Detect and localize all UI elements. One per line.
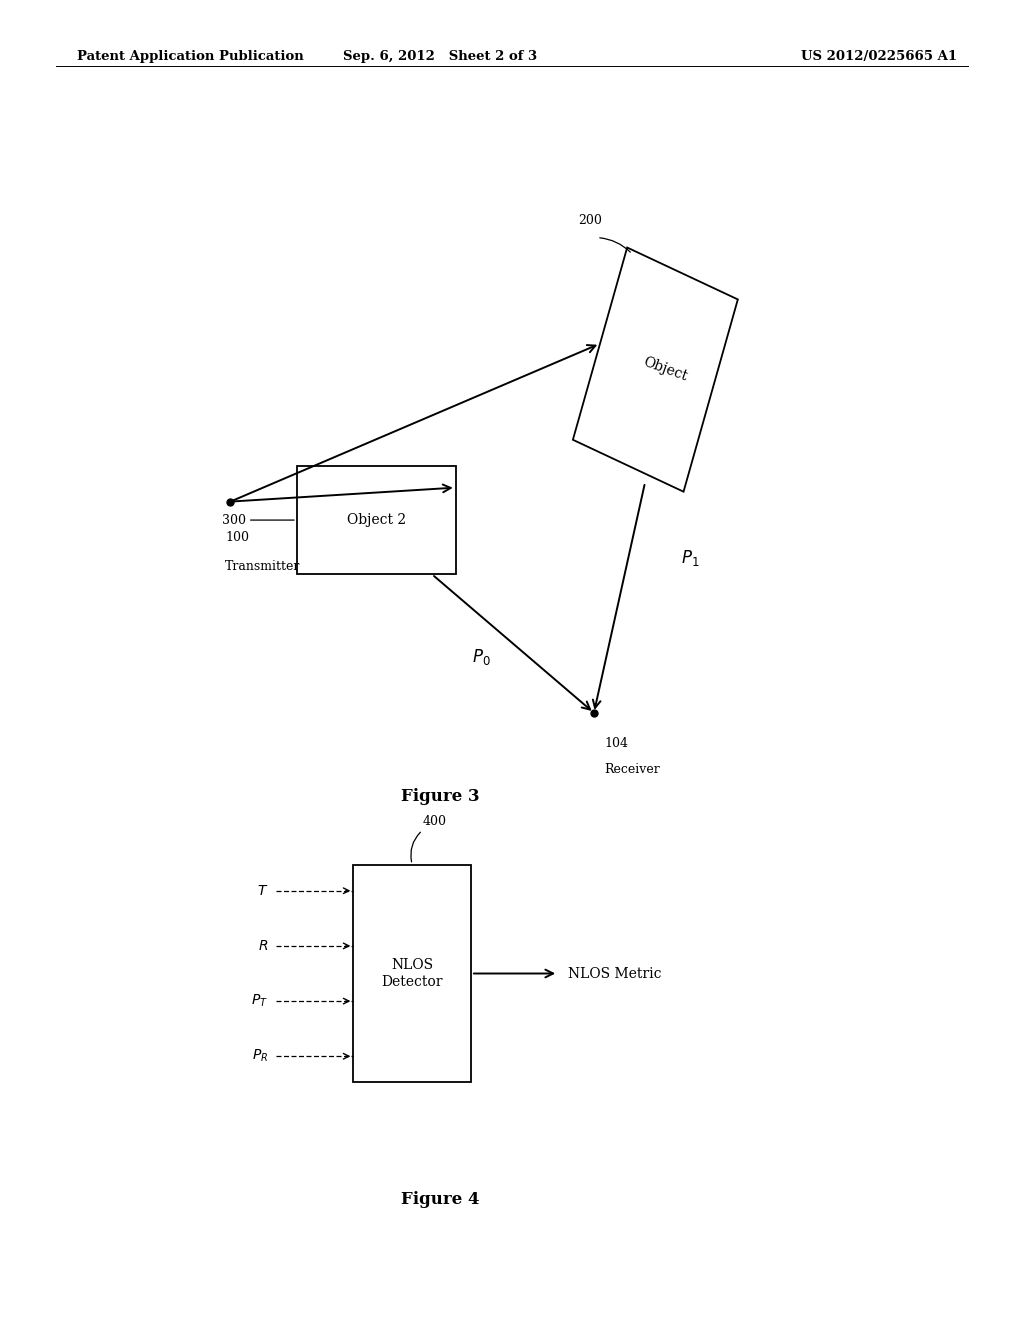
Text: Figure 3: Figure 3 [401, 788, 479, 805]
Text: $P_1$: $P_1$ [681, 548, 699, 568]
Text: Transmitter: Transmitter [225, 560, 301, 573]
Text: Object: Object [642, 355, 689, 384]
Text: Receiver: Receiver [604, 763, 659, 776]
Text: 300: 300 [222, 513, 246, 527]
Text: $P_0$: $P_0$ [472, 647, 490, 667]
Text: $P_T$: $P_T$ [251, 993, 268, 1010]
Text: 104: 104 [604, 737, 628, 750]
Text: US 2012/0225665 A1: US 2012/0225665 A1 [802, 50, 957, 63]
Text: Patent Application Publication: Patent Application Publication [77, 50, 303, 63]
Bar [353, 865, 471, 1082]
Bar [297, 466, 456, 574]
Text: $P_R$: $P_R$ [252, 1048, 268, 1064]
Text: Object 2: Object 2 [347, 513, 406, 527]
Text: Sep. 6, 2012   Sheet 2 of 3: Sep. 6, 2012 Sheet 2 of 3 [343, 50, 538, 63]
Text: 400: 400 [422, 814, 446, 828]
Text: 200: 200 [579, 214, 602, 227]
Text: Figure 4: Figure 4 [401, 1191, 479, 1208]
Text: NLOS
Detector: NLOS Detector [381, 958, 443, 989]
Text: NLOS Metric: NLOS Metric [568, 966, 662, 981]
Text: 100: 100 [225, 531, 249, 544]
Text: $T$: $T$ [257, 883, 268, 898]
Text: $R$: $R$ [258, 939, 268, 953]
